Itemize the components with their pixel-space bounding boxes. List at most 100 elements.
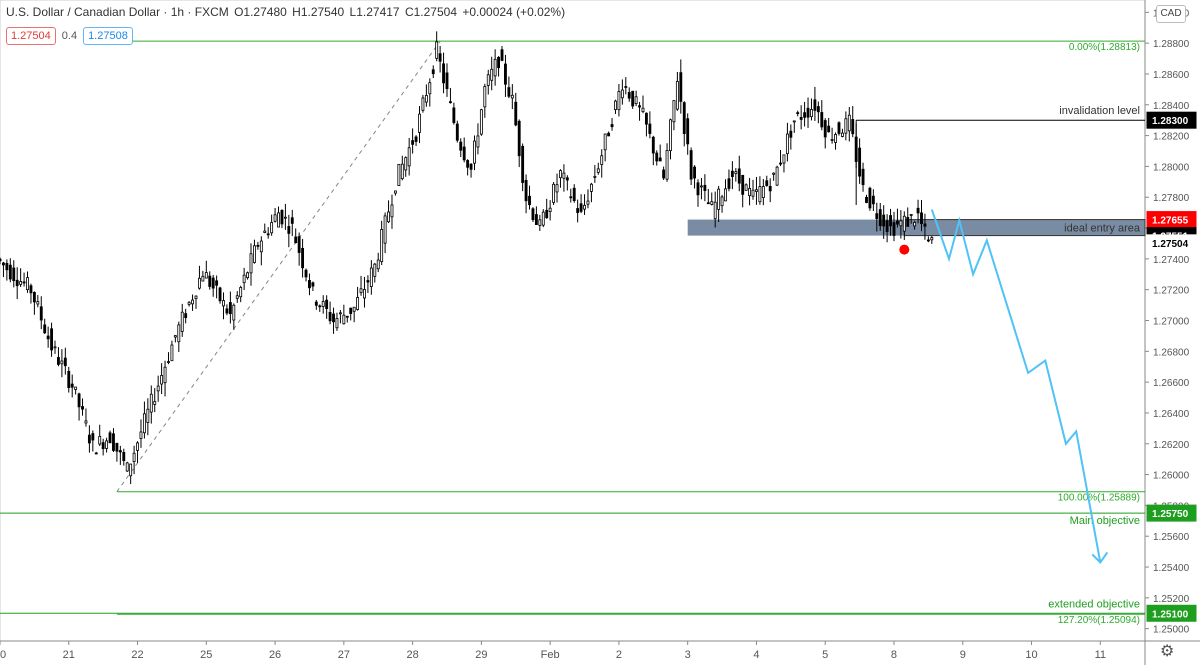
candle [314,301,318,306]
x-tick-label: 28 [406,649,418,661]
candle [717,188,721,210]
candle [889,215,892,227]
candle [19,281,23,285]
candle [620,89,624,99]
candle [737,168,741,184]
candle [414,136,418,142]
trade-buttons: 1.27504 0.4 1.27508 [6,27,133,45]
candle [53,346,57,349]
candle [259,240,263,253]
candle [703,184,707,191]
candle [772,172,776,175]
candle [67,370,71,388]
candle [180,311,184,332]
candle [74,386,78,390]
candle [22,281,26,284]
invalidation-label: invalidation level [1059,105,1140,117]
buy-button[interactable]: 1.27508 [83,27,133,45]
candle [191,299,194,305]
entry-zone-label: ideal entry area [1064,223,1141,235]
candle [823,120,827,138]
candle [871,195,875,205]
sell-button[interactable]: 1.27504 [6,27,56,45]
candle [263,230,267,233]
candle [531,208,535,220]
candle [586,200,590,205]
candle [363,289,366,299]
candle [700,185,703,188]
candle [318,305,322,308]
candle [290,217,294,224]
candle [184,313,188,318]
candle [552,183,556,203]
currency-button[interactable]: CAD [1156,5,1186,23]
candle [902,215,906,232]
candle [534,214,538,225]
candle [816,106,820,113]
candle [455,123,459,141]
candle [483,86,487,108]
candle [658,157,662,162]
candle [246,272,249,279]
symbol-title[interactable]: U.S. Dollar / Canadian Dollar · 1h · FXC… [6,5,229,19]
candle [899,220,903,227]
candle [170,344,174,362]
candle [32,292,36,303]
candle [469,163,473,170]
candle [438,53,442,62]
y-tick-label: 1.26800 [1153,347,1190,358]
gear-icon[interactable]: ⚙ [1160,643,1175,660]
candle [332,313,335,323]
candle [665,150,669,180]
y-tick-label: 1.28400 [1153,101,1190,112]
candle [479,109,483,135]
candle [559,170,562,179]
candle [497,57,501,69]
candle [239,287,243,298]
candle [26,277,29,291]
candle [253,245,256,263]
projection-arrowhead [1091,551,1109,564]
candle [813,99,817,111]
candle [662,169,666,179]
candle [548,207,552,212]
candle [98,436,102,445]
x-tick-label: 10 [1025,649,1037,661]
candle [345,315,349,318]
price-tag [1146,604,1197,622]
candle [63,357,67,367]
candle [638,105,641,108]
symbol-header: U.S. Dollar / Canadian Dollar · 1h · FXC… [6,5,565,19]
candle [882,214,886,227]
close-value: C1.27504 [404,5,457,19]
candle [906,216,910,227]
candle [576,208,580,213]
candle [242,274,246,284]
candle [847,114,851,132]
candle [524,179,528,202]
candle [359,288,363,294]
candle [387,211,390,223]
candle [139,431,143,439]
candle [338,312,342,315]
candle [452,107,456,123]
candle [510,94,514,99]
candle [211,277,215,289]
candle [342,314,346,325]
candle [39,306,43,321]
candle [383,215,387,244]
candle [741,174,745,195]
candle [197,277,201,289]
candle [283,216,287,219]
candle [589,183,593,192]
x-tick-label: 29 [475,649,487,661]
low-value: L1.27417 [349,5,400,19]
candle [77,393,81,408]
fib-label: 0.00%(1.28813) [1069,42,1140,53]
alarm-icon [899,244,910,255]
candle [672,100,676,123]
candle [108,432,112,444]
candle [920,212,923,225]
y-tick-label: 1.25400 [1153,563,1190,574]
